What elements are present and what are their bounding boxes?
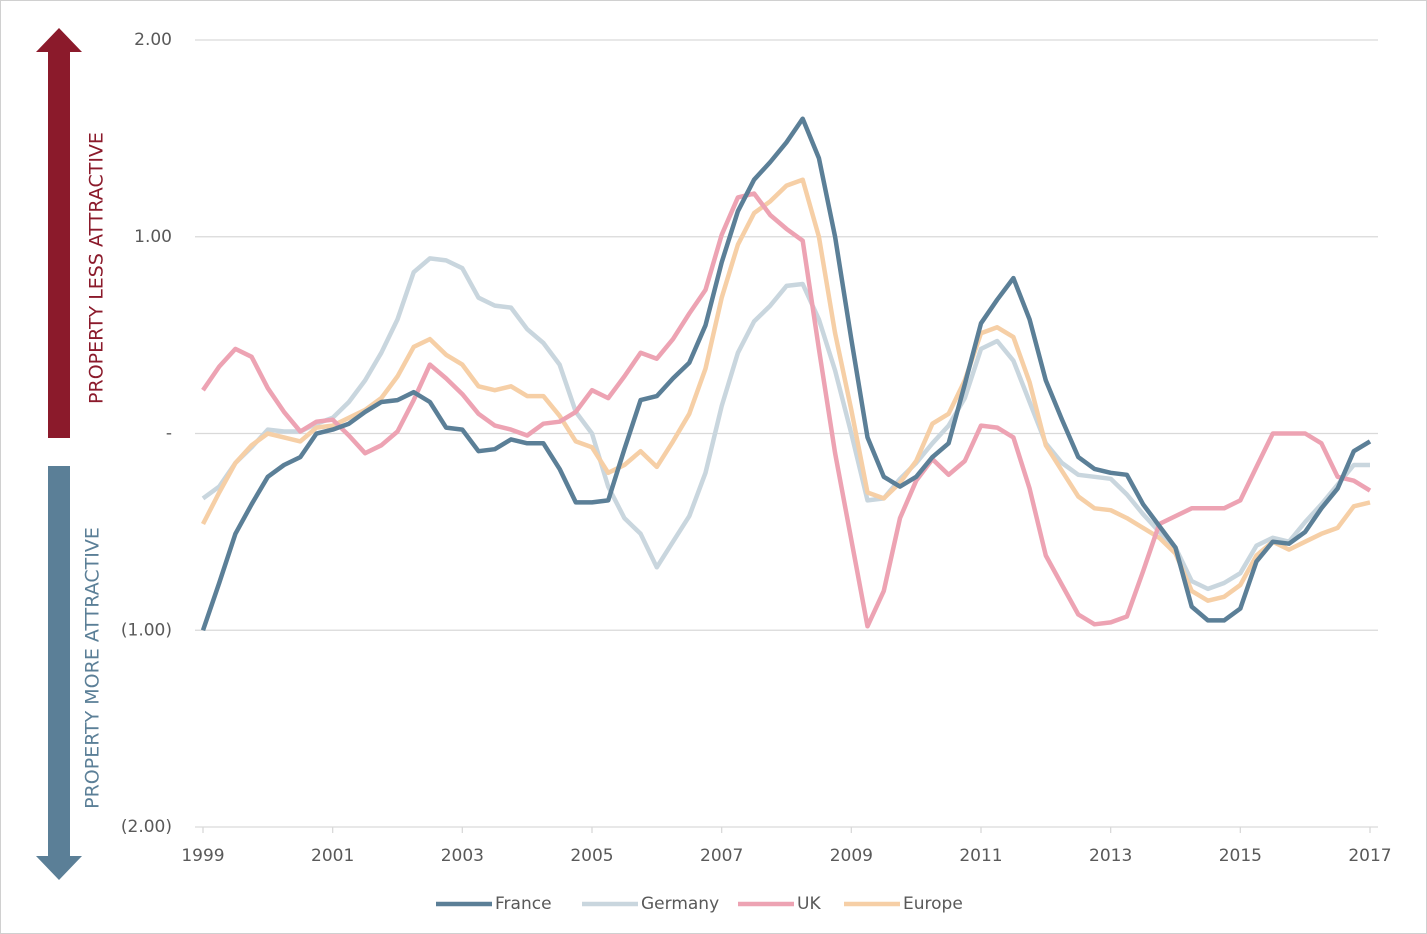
y-tick-label: 1.00 [134, 227, 172, 247]
legend-label: UK [797, 894, 821, 914]
x-tick-label: 2013 [1089, 846, 1132, 866]
y-tick-label: - [166, 424, 172, 444]
x-tick-label: 2003 [441, 846, 484, 866]
x-tick-label: 2011 [959, 846, 1002, 866]
line-series [201, 191, 1372, 629]
y-tick-label: (2.00) [121, 817, 172, 837]
legend-label: Europe [903, 894, 963, 914]
x-tick-label: 2015 [1219, 846, 1262, 866]
annotation: PROPERTY LESS ATTRACTIVE [86, 132, 108, 404]
x-tick-label: 2005 [570, 846, 613, 866]
down-arrow [36, 466, 82, 880]
legend-label: Germany [641, 894, 719, 914]
line-series [200, 116, 1372, 632]
x-tick-label: 2009 [830, 846, 873, 866]
y-tick-label: 2.00 [134, 30, 172, 50]
y-tick-label: (1.00) [121, 620, 172, 640]
annotation: PROPERTY MORE ATTRACTIVE [82, 527, 104, 809]
legend-label: France [495, 894, 552, 914]
x-tick-label: 2017 [1348, 846, 1391, 866]
x-tick-label: 2001 [311, 846, 354, 866]
x-tick-label: 1999 [181, 846, 224, 866]
up-arrow [36, 28, 82, 438]
x-tick-label: 2007 [700, 846, 743, 866]
